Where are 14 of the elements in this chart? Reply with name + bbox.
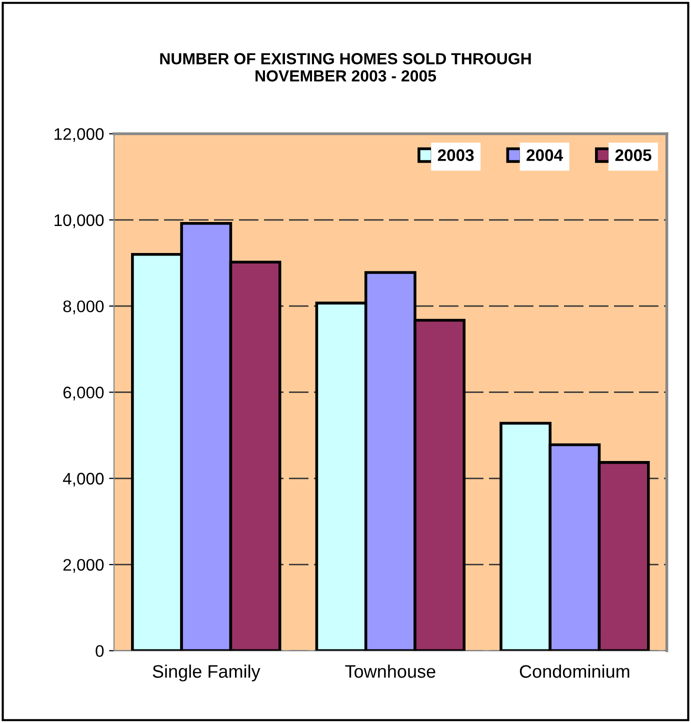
- legend-label: 2004: [526, 149, 563, 162]
- x-tick-label: Townhouse: [345, 664, 436, 678]
- y-tick-label: 6,000: [63, 386, 104, 400]
- chart-title: NUMBER OF EXISTING HOMES SOLD THROUGH NOVEMBER 2003 - 2005: [160, 53, 531, 82]
- y-tick-label: 12,000: [54, 128, 104, 142]
- x-tick-label: Single Family: [152, 664, 260, 682]
- legend-label: 2005: [615, 149, 652, 162]
- y-tick-label: 0: [96, 645, 104, 657]
- y-tick-label: 4,000: [62, 472, 104, 487]
- legend-label: 2003: [438, 149, 474, 162]
- y-tick-label: 2,000: [63, 558, 104, 573]
- y-tick-label: 8,000: [63, 300, 104, 314]
- x-tick-label: Condominium: [520, 664, 630, 678]
- y-tick-label: 10,000: [54, 214, 104, 228]
